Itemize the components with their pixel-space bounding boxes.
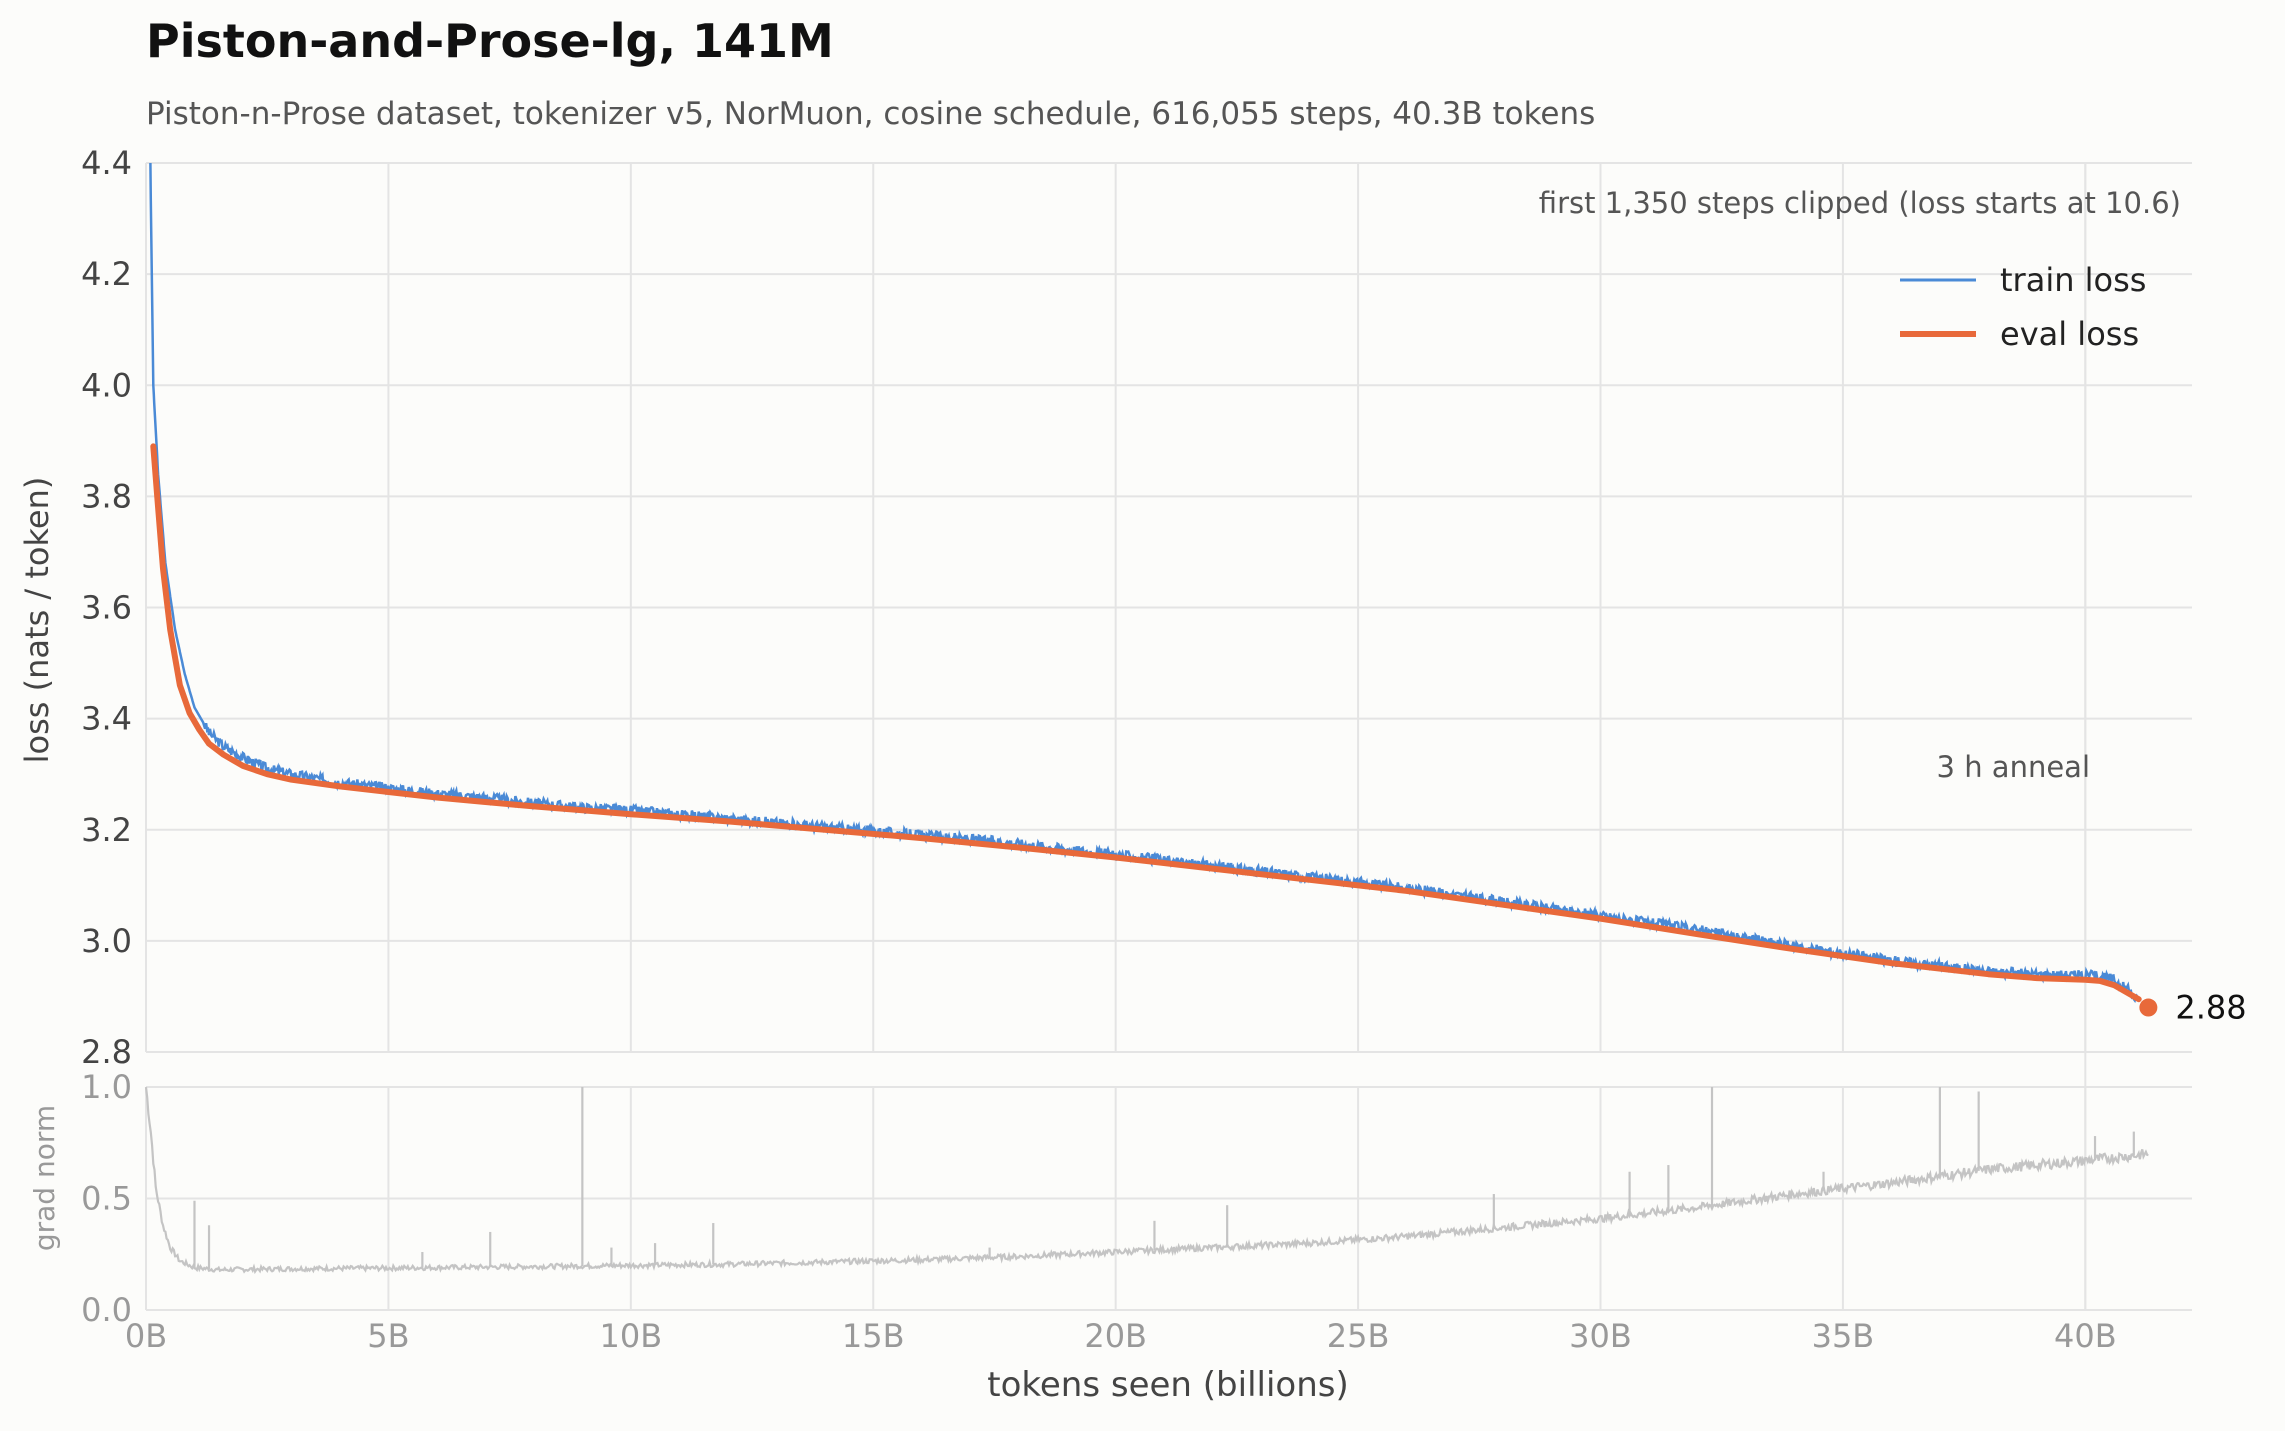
anneal-label: 3 h anneal [1937, 750, 2090, 784]
x-tick-label: 0B [125, 1317, 167, 1355]
eval-loss-line [150, 443, 2142, 1003]
x-tick-label: 20B [1084, 1317, 1147, 1355]
grad-norm-line [144, 1086, 2149, 1275]
x-tick-label: 15B [842, 1317, 905, 1355]
loss-y-tick-label: 3.0 [81, 922, 132, 960]
x-tick-label: 30B [1569, 1317, 1632, 1355]
loss-y-tick-label: 4.4 [81, 144, 132, 182]
chart-subtitle: Piston-n-Prose dataset, tokenizer v5, No… [146, 96, 1596, 132]
loss-grid [145, 162, 2192, 1053]
x-tick-label: 5B [367, 1317, 409, 1355]
loss-y-tick-label: 3.6 [81, 589, 132, 627]
chart-title: Piston-and-Prose-lg, 141M [146, 14, 834, 68]
loss-y-ticks: 2.8 3.0 3.2 3.4 3.6 3.8 4.0 4.2 4.4 [81, 144, 132, 1071]
loss-series [149, 162, 2142, 1004]
grad-y-tick-label: 0.5 [81, 1180, 132, 1218]
loss-y-tick-label: 2.8 [81, 1033, 132, 1071]
x-axis-label: tokens seen (billions) [987, 1365, 1348, 1405]
x-tick-label: 35B [1812, 1317, 1875, 1355]
loss-y-tick-label: 3.4 [81, 700, 132, 738]
final-eval-label: 2.88 [2175, 989, 2246, 1027]
x-tick-label: 40B [2054, 1317, 2117, 1355]
loss-y-tick-label: 3.2 [81, 811, 132, 849]
grad-norm-grid [145, 1086, 2192, 1311]
x-tick-label: 10B [599, 1317, 662, 1355]
x-tick-label: 25B [1327, 1317, 1390, 1355]
x-ticks: 0B 5B 10B 15B 20B 25B 30B 35B 40B [125, 1317, 2117, 1355]
grad-y-tick-label: 0.0 [81, 1291, 132, 1329]
grad-norm-y-ticks: 0.0 0.5 1.0 [81, 1068, 132, 1329]
legend: train loss eval loss [1900, 261, 2146, 353]
grad-norm-y-axis-label: grad norm [28, 1105, 61, 1251]
train-loss-line [149, 162, 2139, 1004]
final-eval-point [2139, 998, 2158, 1017]
loss-y-tick-label: 3.8 [81, 477, 132, 515]
legend-eval-label: eval loss [2000, 315, 2139, 353]
loss-y-axis-label: loss (nats / token) [18, 477, 56, 764]
grad-norm-series [144, 1086, 2149, 1275]
clip-note: first 1,350 steps clipped (loss starts a… [1539, 186, 2181, 220]
legend-train-label: train loss [2000, 261, 2146, 299]
grad-y-tick-label: 1.0 [81, 1068, 132, 1106]
loss-y-tick-label: 4.2 [81, 255, 132, 293]
loss-y-tick-label: 4.0 [81, 366, 132, 404]
